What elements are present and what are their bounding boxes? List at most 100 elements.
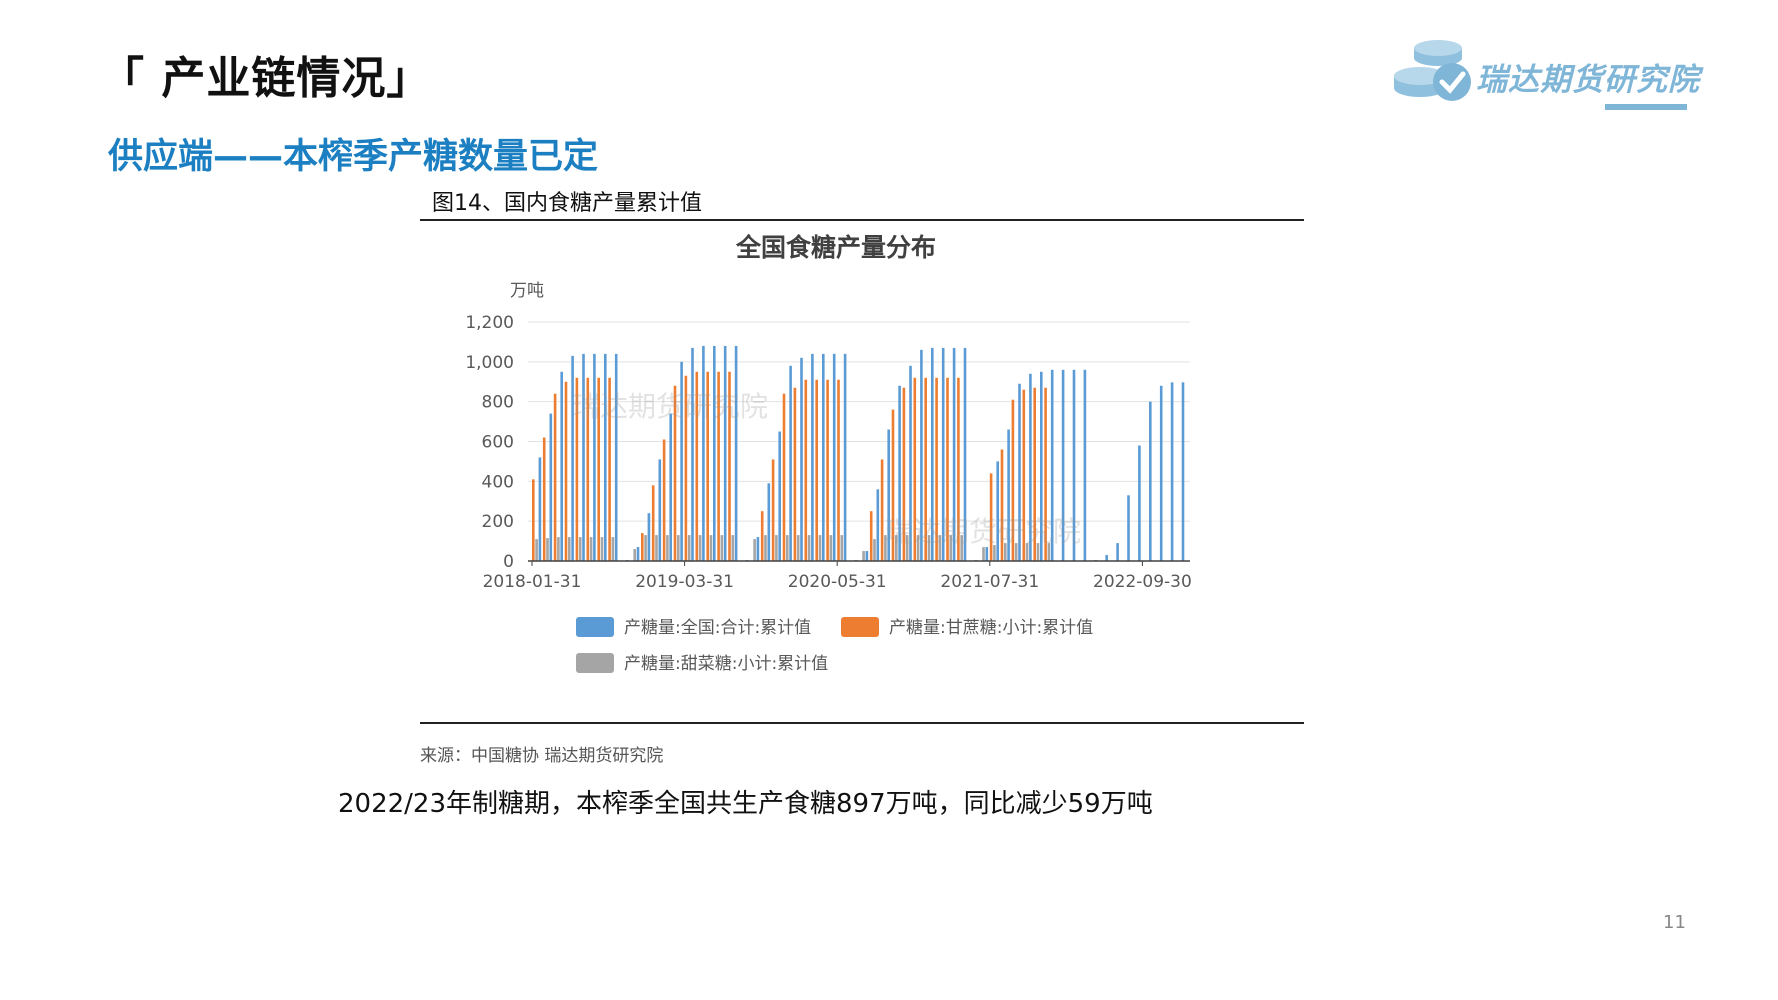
bar-cane — [869, 511, 873, 561]
y-tick-label: 1,000 — [465, 353, 514, 373]
bar-cane — [793, 387, 797, 561]
bar-beet — [949, 535, 953, 561]
bar-beet — [644, 535, 647, 561]
bar-total — [1072, 369, 1076, 561]
bar-total — [604, 353, 607, 561]
bar-total — [669, 413, 672, 561]
logo-underline — [1605, 104, 1687, 110]
bar-beet — [796, 535, 800, 561]
bar-total — [963, 347, 967, 561]
bar-total — [887, 429, 890, 561]
legend-swatch-beet — [576, 653, 614, 673]
bar-cane — [880, 459, 884, 561]
logo-text: 瑞达期货研究院 — [1476, 62, 1700, 98]
bar-total — [636, 547, 640, 561]
bar-beet — [687, 535, 691, 561]
bar-total — [549, 413, 553, 561]
bar-cane — [902, 387, 906, 561]
bar-total — [680, 361, 683, 561]
y-tick-label: 1,200 — [465, 313, 514, 333]
bar-beet — [1014, 543, 1018, 561]
bar-beet — [895, 535, 898, 561]
bar-beet — [666, 535, 669, 561]
bar-cane — [771, 459, 775, 561]
bar-cane — [542, 437, 546, 561]
bar-beet — [720, 535, 724, 561]
bar-beet — [1047, 543, 1051, 561]
bar-beet — [1025, 543, 1029, 561]
bar-beet — [884, 535, 887, 561]
bar-cane — [782, 393, 786, 561]
legend-swatch-cane — [841, 617, 879, 637]
bar-total — [1159, 385, 1163, 561]
y-axis-unit: 万吨 — [510, 281, 544, 301]
bar-total — [1040, 371, 1043, 561]
legend-swatch-total — [576, 617, 614, 637]
bar-beet — [600, 537, 604, 561]
bar-total — [713, 345, 716, 561]
summary-text: 2022/23年制糖期，本榨季全国共生产食糖897万吨，同比减少59万吨 — [338, 789, 1153, 819]
bar-total — [1018, 383, 1021, 561]
bar-cane — [706, 371, 709, 561]
bar-cane — [651, 485, 655, 561]
bar-cane — [662, 439, 666, 561]
bar-cane — [684, 375, 688, 561]
bar-cane — [553, 393, 557, 561]
bar-beet — [829, 535, 833, 561]
bar-total — [920, 349, 923, 561]
bar-total — [898, 385, 901, 561]
bar-cane — [728, 371, 731, 561]
x-tick-label: 2018-01-31 — [483, 572, 582, 592]
bar-beet — [568, 537, 571, 561]
axes: 0 200 400 600 800 1,000 1,200 2018-01-31 2019-03… — [465, 313, 1191, 592]
bar-total — [538, 457, 542, 561]
company-logo: 瑞达期货研究院 — [1380, 30, 1710, 115]
x-tick-label: 2019-03-31 — [635, 572, 734, 592]
bar-beet — [753, 539, 756, 561]
bar-total — [1029, 373, 1032, 561]
bar-total — [1116, 543, 1119, 561]
bar-beet — [982, 547, 985, 561]
legend-label: 产糖量:全国:合计:累计值 — [624, 618, 811, 638]
bar-total — [723, 345, 727, 561]
y-tick-label: 800 — [482, 393, 514, 413]
bar-cane — [815, 379, 818, 561]
bar-total — [756, 537, 760, 561]
bar-total — [778, 431, 781, 561]
bar-total — [941, 347, 945, 561]
y-tick-label: 0 — [503, 552, 514, 572]
bar-beet — [818, 535, 822, 561]
bar-total — [876, 489, 880, 561]
bar-total — [1061, 369, 1065, 561]
section-title: 「 产业链情况」 — [100, 53, 432, 104]
bar-beet — [938, 535, 942, 561]
bars-layer — [532, 345, 1185, 561]
bar-beet — [786, 535, 789, 561]
bar-total — [996, 461, 999, 561]
bar-total — [734, 345, 738, 561]
bar-beet — [905, 535, 909, 561]
coins-logo-icon — [1394, 40, 1471, 101]
bar-cane — [1044, 387, 1047, 561]
bar-total — [865, 551, 869, 561]
bar-cane — [826, 379, 829, 561]
y-tick-label: 200 — [482, 512, 514, 532]
bar-cane — [804, 379, 808, 561]
bar-beet — [731, 535, 735, 561]
bar-total — [658, 459, 662, 561]
legend-label: 产糖量:甜菜糖:小计:累计值 — [624, 654, 828, 674]
bar-cane — [641, 533, 644, 561]
bar-beet — [611, 537, 615, 561]
bar-total — [582, 353, 585, 561]
bar-cane — [575, 377, 579, 561]
watermark-text: 瑞达期货研究院 — [885, 515, 1082, 548]
bar-total — [1083, 369, 1087, 561]
bar-cane — [695, 371, 699, 561]
bar-total — [832, 353, 836, 561]
bar-total — [1138, 445, 1141, 561]
bar-cane — [913, 377, 917, 561]
slide-subtitle: 供应端——本榨季产糖数量已定 — [108, 137, 599, 177]
bar-cane — [957, 377, 960, 561]
bar-total — [909, 365, 912, 561]
bar-cane — [586, 377, 590, 561]
